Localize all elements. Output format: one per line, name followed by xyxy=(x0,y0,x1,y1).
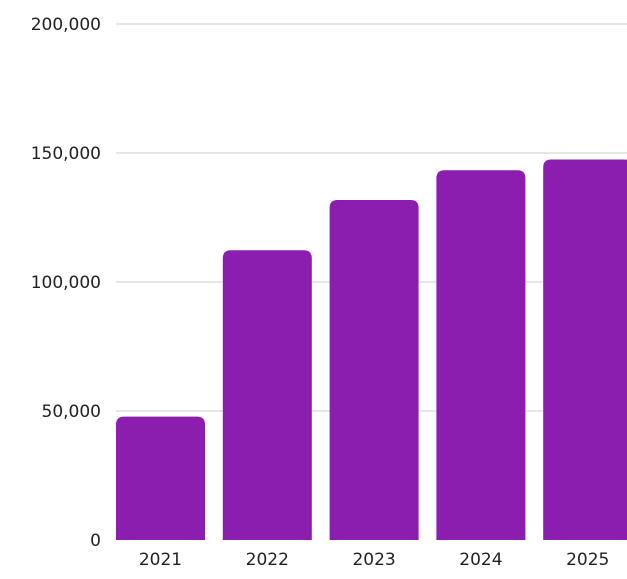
y-tick-label: 100,000 xyxy=(31,273,101,293)
y-tick-label: 0 xyxy=(90,531,101,551)
bars xyxy=(116,159,627,541)
y-tick-label: 50,000 xyxy=(42,402,101,422)
x-axis-tick-labels: 2021 2022 2023 2024 2025 xyxy=(139,550,609,570)
x-tick-label: 2022 xyxy=(246,550,289,570)
x-tick-label: 2021 xyxy=(139,550,182,570)
bar-2024 xyxy=(436,170,526,540)
y-tick-label: 150,000 xyxy=(31,144,101,164)
bar-2025 xyxy=(543,159,627,540)
x-tick-label: 2025 xyxy=(566,550,609,570)
bar-2021 xyxy=(116,416,205,540)
x-tick-label: 2023 xyxy=(352,550,395,570)
bar-2023 xyxy=(329,199,419,540)
x-tick-label: 2024 xyxy=(459,550,502,570)
y-tick-label: 200,000 xyxy=(31,15,101,35)
y-axis-tick-labels: 0 50,000 100,000 150,000 200,000 xyxy=(31,15,101,551)
bar-2022 xyxy=(222,250,312,541)
